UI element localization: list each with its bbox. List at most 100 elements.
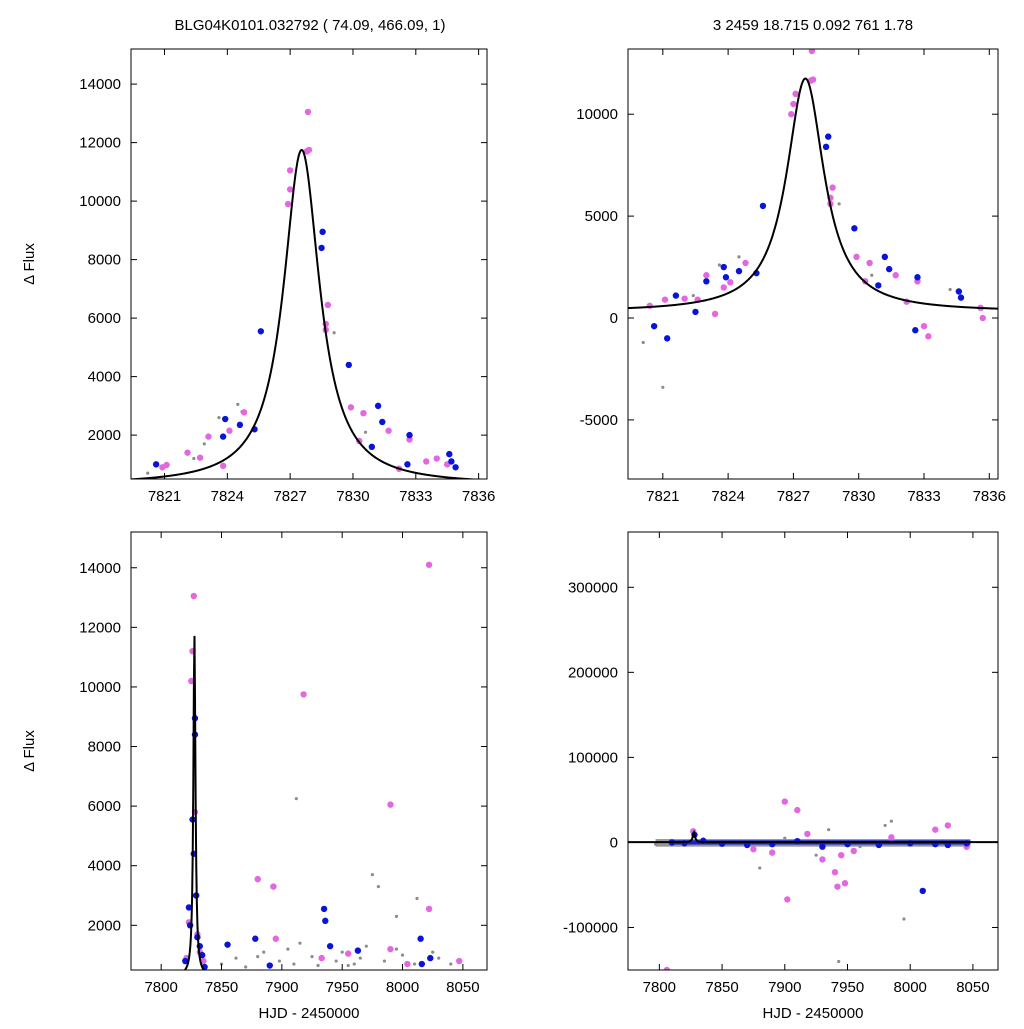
x-tick-label: 7950 — [325, 979, 358, 996]
data-point-blue — [326, 942, 334, 950]
data-point-blue — [759, 202, 767, 210]
data-point-blue — [825, 133, 832, 140]
data-point-blue — [427, 954, 434, 962]
data-point-gray — [346, 963, 350, 968]
y-tick-label: 14000 — [79, 560, 121, 577]
data-point-gray — [292, 962, 296, 966]
data-point-blue — [185, 904, 193, 911]
y-tick-label: 4000 — [88, 369, 121, 386]
data-point-magenta — [347, 404, 355, 411]
data-point-gray — [298, 941, 302, 945]
data-point-magenta — [404, 960, 411, 968]
data-point-magenta — [809, 76, 817, 83]
data-point-magenta — [892, 272, 899, 279]
header-right-text: 3 2459 18.715 0.092 761 1.78 — [713, 17, 913, 34]
data-point-gray — [236, 402, 240, 407]
y-tick-label: 6000 — [88, 310, 121, 327]
plot-area — [628, 798, 998, 970]
x-tick-label: 7900 — [265, 979, 298, 996]
x-tick-label: 7800 — [144, 979, 177, 996]
data-point-gray — [332, 331, 336, 335]
data-point-blue — [875, 841, 883, 849]
data-point-gray — [783, 836, 787, 840]
data-point-magenta — [769, 849, 776, 856]
data-point-blue — [822, 143, 830, 151]
data-point-gray — [412, 962, 417, 966]
data-point-gray — [437, 956, 441, 960]
data-point-gray — [217, 415, 221, 420]
data-point-gray — [256, 954, 260, 959]
data-point-magenta — [184, 449, 191, 456]
plot-frame — [627, 48, 999, 480]
data-point-magenta — [196, 454, 204, 461]
data-point-blue — [418, 960, 426, 968]
data-point-gray — [376, 884, 380, 889]
data-point-magenta — [866, 259, 873, 267]
data-point-blue — [735, 267, 743, 275]
data-point-magenta — [750, 846, 757, 853]
data-point-gray — [889, 819, 893, 823]
data-point-gray — [837, 959, 841, 964]
data-point-gray — [653, 842, 658, 846]
data-point-blue — [919, 887, 926, 895]
data-point-gray — [234, 956, 238, 960]
data-point-magenta — [200, 957, 207, 965]
panel-bottom-left: 7800 7850 7900 7950 8000 8050 2000 4000 6000 8000… — [21, 531, 488, 1022]
data-point-magenta — [831, 868, 839, 876]
plot-area — [182, 561, 463, 970]
panel-top-right: 7821 7824 7827 7830 7833 7836 -5000 0 5000 10000 — [576, 48, 1006, 505]
data-point-gray — [382, 959, 387, 963]
data-point-blue — [907, 840, 914, 847]
data-point-magenta — [226, 427, 233, 434]
data-point-magenta — [790, 100, 797, 108]
plot-frame — [130, 531, 488, 971]
data-point-magenta — [360, 409, 367, 417]
data-point-magenta — [932, 826, 939, 833]
data-point-gray — [358, 956, 362, 960]
y-tick-label: 5000 — [585, 208, 618, 225]
x-tick-label: 7824 — [211, 488, 244, 505]
data-point-gray — [837, 202, 841, 206]
data-point-blue — [252, 935, 259, 942]
data-point-blue — [152, 461, 160, 468]
data-point-magenta — [784, 896, 791, 903]
data-point-blue — [345, 361, 352, 369]
data-point-gray — [364, 944, 368, 948]
data-point-gray — [415, 896, 419, 901]
data-point-magenta — [345, 950, 352, 957]
data-point-blue — [374, 402, 382, 410]
data-point-magenta — [703, 272, 710, 279]
data-point-magenta — [387, 945, 394, 953]
data-point-blue — [368, 443, 376, 451]
data-point-gray — [316, 963, 320, 968]
model-curve — [628, 829, 998, 844]
data-point-magenta — [850, 847, 857, 855]
data-point-gray — [431, 950, 435, 954]
data-point-blue — [944, 841, 952, 849]
data-point-blue — [722, 274, 730, 281]
data-point-blue — [963, 840, 970, 847]
data-point-blue — [794, 837, 801, 845]
x-tick-label: 8050 — [446, 979, 479, 996]
model-curve — [183, 635, 206, 970]
x-tick-label: 7827 — [777, 488, 810, 505]
data-point-gray — [394, 947, 399, 951]
data-point-blue — [692, 308, 699, 316]
y-tick-label: 14000 — [79, 76, 121, 93]
data-point-blue — [319, 228, 326, 236]
data-point-blue — [650, 322, 658, 330]
data-point-blue — [851, 225, 858, 232]
data-point-magenta — [720, 284, 727, 291]
x-tick-label: 7827 — [273, 488, 306, 505]
data-point-blue — [222, 415, 229, 423]
data-point-blue — [448, 458, 455, 465]
data-point-magenta — [286, 186, 294, 193]
data-point-blue — [219, 433, 227, 440]
data-point-blue — [354, 947, 362, 954]
data-point-gray — [294, 797, 298, 801]
data-point-magenta — [920, 322, 928, 330]
data-point-gray — [192, 456, 196, 461]
data-point-magenta — [433, 455, 440, 462]
